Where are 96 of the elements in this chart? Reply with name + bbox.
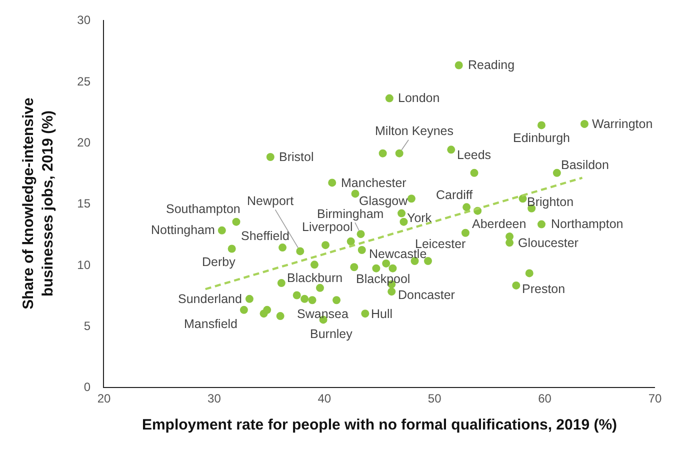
x-axis-title: Employment rate for people with no formal qualifications, 2019 (%) <box>142 416 618 434</box>
point <box>462 203 471 212</box>
point <box>407 194 416 203</box>
point <box>400 218 408 226</box>
point <box>263 306 272 314</box>
annotation: York <box>407 211 432 225</box>
annotation: Derby <box>202 255 236 269</box>
point <box>506 238 514 247</box>
annotation: London <box>398 91 440 105</box>
annotation: Southampton <box>166 202 240 216</box>
x-tick-label: 20 <box>97 392 111 406</box>
point <box>447 146 456 154</box>
point <box>361 310 370 318</box>
point <box>240 306 248 314</box>
annotation: Liverpool <box>302 220 353 234</box>
annotation: Glasgow <box>359 194 409 208</box>
annotation: Newport <box>247 194 294 208</box>
point <box>470 168 478 177</box>
point <box>218 226 226 234</box>
annotation: Birmingham <box>317 207 384 221</box>
point <box>322 241 330 250</box>
point <box>398 209 406 218</box>
point <box>356 230 365 238</box>
x-tick-label: 30 <box>208 392 222 406</box>
annotation: Burnley <box>310 327 354 341</box>
annotation: Preston <box>522 282 566 296</box>
point <box>276 312 284 320</box>
point <box>296 247 304 256</box>
annotation: Sheffield <box>241 229 290 243</box>
annotation: Warrington <box>592 117 653 131</box>
annotation: Basildon <box>561 158 609 172</box>
point <box>424 257 432 265</box>
annotation: Nottingham <box>151 223 215 237</box>
point <box>385 94 394 102</box>
annotation: Cardiff <box>436 188 474 202</box>
point <box>512 281 520 290</box>
point <box>372 264 380 272</box>
point <box>266 153 274 162</box>
x-tick-label: 40 <box>318 392 332 406</box>
point <box>537 220 546 228</box>
x-tick-label: 50 <box>428 392 442 406</box>
point <box>350 263 358 272</box>
point <box>292 291 301 300</box>
annotation: Blackburn <box>287 271 343 285</box>
point <box>358 246 366 254</box>
point <box>351 190 360 198</box>
annotation: Blackpool <box>356 272 410 286</box>
point <box>461 228 470 237</box>
annotation: Milton Keynes <box>375 124 454 138</box>
y-tick-label: 20 <box>77 136 91 150</box>
point <box>395 149 404 158</box>
point <box>378 149 387 158</box>
annotation: Aberdeen <box>472 217 526 231</box>
point <box>277 279 286 288</box>
y-tick-label: 15 <box>77 196 91 211</box>
annotation: Swansea <box>297 307 348 321</box>
annotation: Sunderland <box>178 292 242 306</box>
annotation: Doncaster <box>398 288 455 302</box>
point <box>232 218 240 226</box>
annotation: Reading <box>468 58 515 72</box>
point <box>245 294 254 303</box>
point <box>228 244 236 253</box>
point <box>346 237 355 246</box>
point <box>332 296 341 304</box>
x-tick-label: 60 <box>538 392 552 406</box>
point <box>316 284 324 292</box>
point <box>310 260 318 269</box>
point <box>382 259 390 268</box>
point <box>580 120 588 128</box>
point <box>552 168 561 177</box>
annotation: Manchester <box>341 176 406 190</box>
point <box>388 288 396 296</box>
point <box>537 121 546 130</box>
y-tick-label: 25 <box>77 74 91 88</box>
y-axis-title: Share of knowledge-intensive businesses jobs, 2019 (%) <box>20 98 56 310</box>
annotation: Brighton <box>527 195 574 209</box>
annotation: Hull <box>371 307 393 321</box>
annotation: Gloucester <box>518 236 578 250</box>
point <box>388 264 397 272</box>
point <box>278 244 287 252</box>
point <box>328 178 336 187</box>
y-tick-label: 0 <box>84 380 91 394</box>
point <box>454 61 463 70</box>
point <box>308 296 316 304</box>
x-tick-label: 70 <box>648 392 662 406</box>
y-tick-label: 5 <box>84 319 91 334</box>
annotation: Northampton <box>551 217 624 231</box>
annotation: Leeds <box>457 148 492 162</box>
point <box>525 269 534 278</box>
annotation: Newcastle <box>369 247 427 261</box>
y-tick-label: 10 <box>77 258 91 272</box>
annotation: Mansfield <box>184 317 238 331</box>
annotation: Edinburgh <box>513 131 570 145</box>
point <box>300 294 309 303</box>
y-tick-label: 30 <box>77 13 91 28</box>
annotation: Bristol <box>279 150 314 164</box>
